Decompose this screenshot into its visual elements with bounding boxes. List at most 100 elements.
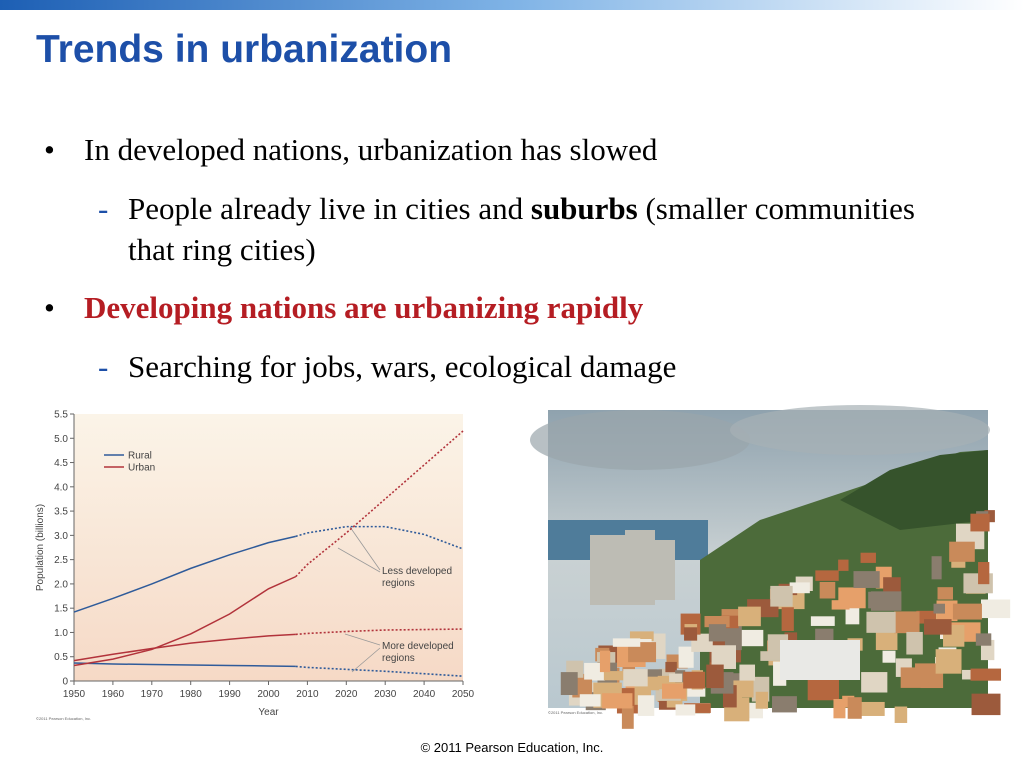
text-run: (smaller communities that ring cities)	[128, 191, 915, 267]
x-tick-label: 1960	[102, 689, 125, 700]
building	[662, 683, 686, 699]
cloud	[530, 410, 750, 470]
y-tick-label: 5.0	[54, 434, 68, 445]
building	[669, 673, 683, 683]
hill	[840, 450, 988, 530]
building	[900, 667, 929, 688]
photo-credit: ©2011 Pearson Education, Inc.	[548, 710, 603, 715]
data-line	[73, 535, 296, 613]
y-tick-label: 1.5	[54, 604, 68, 615]
y-tick-label: 0	[62, 677, 68, 688]
slide-title: Trends in urbanization	[36, 28, 453, 71]
building	[860, 552, 876, 563]
building	[838, 587, 866, 609]
annotation: Less developed regions	[382, 566, 453, 589]
building	[629, 631, 654, 641]
building	[861, 672, 888, 693]
x-tick-label: 2000	[257, 689, 280, 700]
y-tick-label: 4.5	[54, 458, 68, 469]
building	[970, 513, 990, 532]
x-tick-label: 2020	[335, 689, 358, 700]
legend-label: Rural	[128, 451, 152, 462]
building	[738, 606, 761, 627]
text-run: People already live in cities and	[128, 191, 531, 226]
building	[868, 591, 900, 609]
projection-line	[295, 525, 464, 550]
building	[724, 625, 742, 651]
building	[937, 587, 953, 600]
building	[984, 510, 995, 523]
projection-line	[295, 665, 464, 677]
sub-bullet-text: People already live in cities and suburb…	[128, 188, 928, 270]
building	[708, 624, 727, 642]
x-tick-label: 1980	[180, 689, 203, 700]
x-tick-label: 2050	[452, 689, 475, 700]
building	[866, 611, 896, 633]
building	[875, 631, 898, 651]
building	[931, 556, 942, 580]
sub-bullet-text: Searching for jobs, wars, ecological dam…	[128, 349, 677, 384]
building	[658, 668, 677, 680]
building	[952, 603, 982, 620]
y-tick-label: 2.0	[54, 579, 68, 590]
leader-line	[349, 526, 381, 571]
building	[739, 664, 756, 681]
building	[970, 668, 1002, 681]
chart-credit: ©2011 Pearson Education, Inc.	[36, 716, 91, 721]
building	[684, 627, 698, 641]
building	[683, 671, 706, 689]
building	[935, 649, 962, 674]
building	[560, 672, 578, 696]
building	[894, 611, 920, 634]
y-tick-label: 1.0	[54, 628, 68, 639]
x-tick-label: 2010	[296, 689, 319, 700]
x-tick-label: 1950	[63, 689, 86, 700]
data-line	[73, 662, 296, 668]
building	[621, 705, 634, 729]
building	[949, 541, 975, 562]
building	[833, 698, 846, 719]
building	[882, 650, 896, 663]
building	[847, 697, 862, 719]
x-tick-label: 1970	[141, 689, 164, 700]
building	[810, 616, 835, 626]
building	[584, 662, 606, 681]
projection-line	[295, 430, 464, 578]
building	[645, 669, 662, 678]
building	[980, 599, 1011, 619]
photo	[530, 405, 1011, 729]
y-tick-label: 3.5	[54, 507, 68, 518]
y-tick-label: 3.0	[54, 531, 68, 542]
building	[684, 703, 711, 713]
text-run-bold: suburbs	[530, 191, 638, 226]
building	[933, 603, 945, 614]
legend-label: Urban	[128, 463, 155, 474]
building	[675, 704, 696, 716]
x-tick-label: 2030	[374, 689, 397, 700]
building	[975, 633, 992, 646]
y-tick-label: 2.5	[54, 555, 68, 566]
building	[704, 615, 730, 628]
building	[838, 559, 849, 571]
x-axis-label: Year	[258, 707, 279, 718]
bullet-text: In developed nations, urbanization has s…	[84, 132, 658, 167]
building	[665, 661, 677, 673]
building	[706, 664, 724, 689]
building	[781, 607, 794, 631]
x-tick-label: 2040	[413, 689, 436, 700]
building	[861, 701, 885, 716]
tower	[590, 535, 630, 605]
building	[735, 629, 764, 647]
building	[815, 570, 839, 581]
bullet-text: Developing nations are urbanizing rapidl…	[84, 290, 644, 325]
y-tick-label: 5.5	[54, 410, 68, 421]
building	[579, 694, 601, 707]
building	[612, 638, 641, 647]
building	[853, 571, 880, 588]
building	[971, 693, 1001, 716]
y-axis-label: Population (billions)	[35, 504, 46, 591]
building	[924, 619, 952, 635]
building	[646, 676, 660, 691]
